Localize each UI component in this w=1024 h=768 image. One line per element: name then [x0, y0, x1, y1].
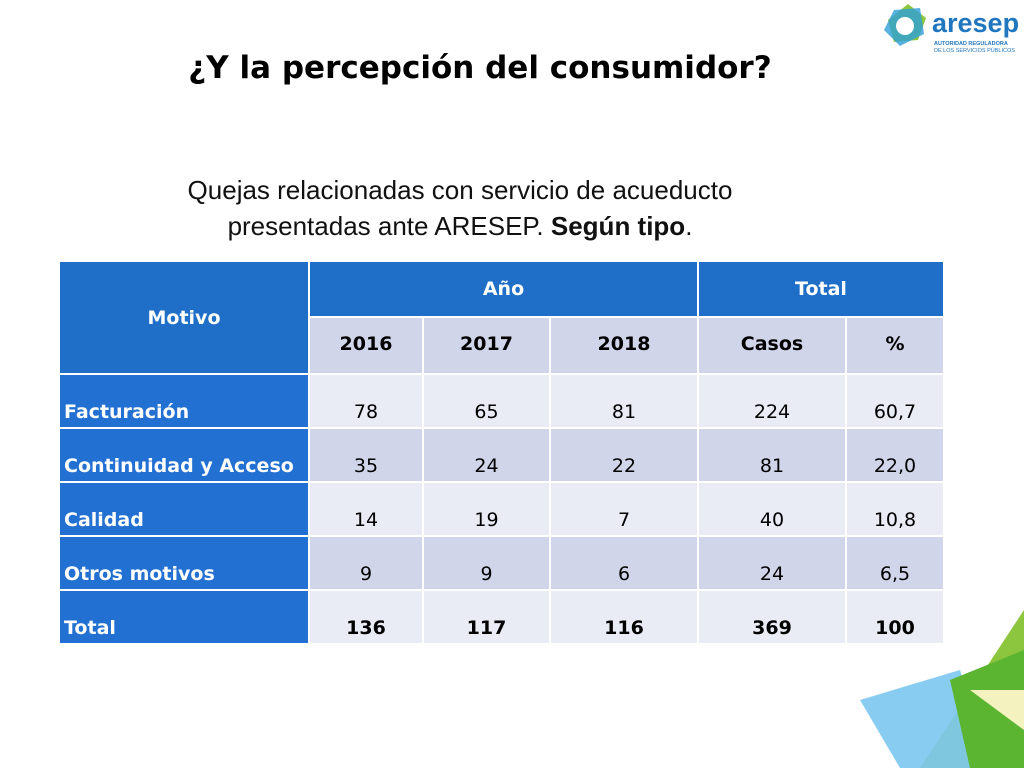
subheader-cell: 2016 [308, 316, 424, 375]
table-cell: 7 [549, 481, 699, 537]
row-label: Calidad [58, 481, 310, 537]
subheader-cell: 2018 [549, 316, 699, 375]
table-cell: 81 [697, 427, 847, 483]
subheader-cell: 2017 [422, 316, 551, 375]
table-row: Facturación 78 65 81 224 60,7 [58, 373, 945, 429]
row-label: Facturación [58, 373, 310, 429]
table-cell: 65 [422, 373, 551, 429]
table: Motivo Año Total 2016 2017 2018 Casos% Fact… [58, 260, 945, 645]
row-label: Otros motivos [58, 535, 310, 591]
table-cell: 6 [549, 535, 699, 591]
table-row: Total 136 117 116 369 100 [58, 589, 945, 645]
logo-name: aresep [932, 8, 1019, 38]
table-cell: 117 [422, 589, 551, 645]
logo: aresep AUTORIDAD REGULADORA DE LOS SERVI… [884, 4, 1019, 54]
subheader-cell: % [845, 316, 945, 375]
subtitle-end: . [685, 211, 693, 241]
subtitle-emphasis: Según tipo [550, 211, 686, 241]
table-row: Continuidad y Acceso 35 24 22 81 22,0 [58, 427, 945, 483]
header-cell: Año [308, 260, 699, 318]
table-cell: 22 [549, 427, 699, 483]
decoration [860, 610, 1024, 768]
table-cell: 116 [549, 589, 699, 645]
table-cell: 9 [422, 535, 551, 591]
table-cell: 136 [308, 589, 424, 645]
table-cell: 35 [308, 427, 424, 483]
header-cell: Total [697, 260, 945, 318]
table-cell: 9 [308, 535, 424, 591]
subheader-cell: Casos [697, 316, 847, 375]
title: ¿Y la percepción del consumidor? [188, 50, 772, 86]
table-cell: 369 [697, 589, 847, 645]
table-cell: 224 [697, 373, 847, 429]
table-row: Otros motivos 9 9 6 24 6,5 [58, 535, 945, 591]
table-cell: 6,5 [845, 535, 945, 591]
table-cell: 24 [422, 427, 551, 483]
table-cell: 40 [697, 481, 847, 537]
row-label: Continuidad y Acceso [58, 427, 310, 483]
subtitle-line: Quejas relacionadas con servicio de acue… [187, 175, 733, 205]
table-cell: 81 [549, 373, 699, 429]
table-cell: 22,0 [845, 427, 945, 483]
table-cell: 10,8 [845, 481, 945, 537]
table-cell: 78 [308, 373, 424, 429]
table-cell: 19 [422, 481, 551, 537]
table-cell: 24 [697, 535, 847, 591]
subtitle: Quejas relacionadas con servicio de acue… [100, 172, 820, 244]
subtitle-line: presentadas ante ARESEP. [227, 211, 544, 241]
table-cell: 100 [845, 589, 945, 645]
table-cell: 14 [308, 481, 424, 537]
row-label: Total [58, 589, 310, 645]
header-cell: Motivo [58, 260, 310, 375]
table-cell: 60,7 [845, 373, 945, 429]
logo-tagline: AUTORIDAD REGULADORA [934, 41, 1008, 47]
table-row: Calidad 14 19 7 40 10,8 [58, 481, 945, 537]
logo-tagline: DE LOS SERVICIOS PÚBLICOS [934, 47, 1015, 54]
